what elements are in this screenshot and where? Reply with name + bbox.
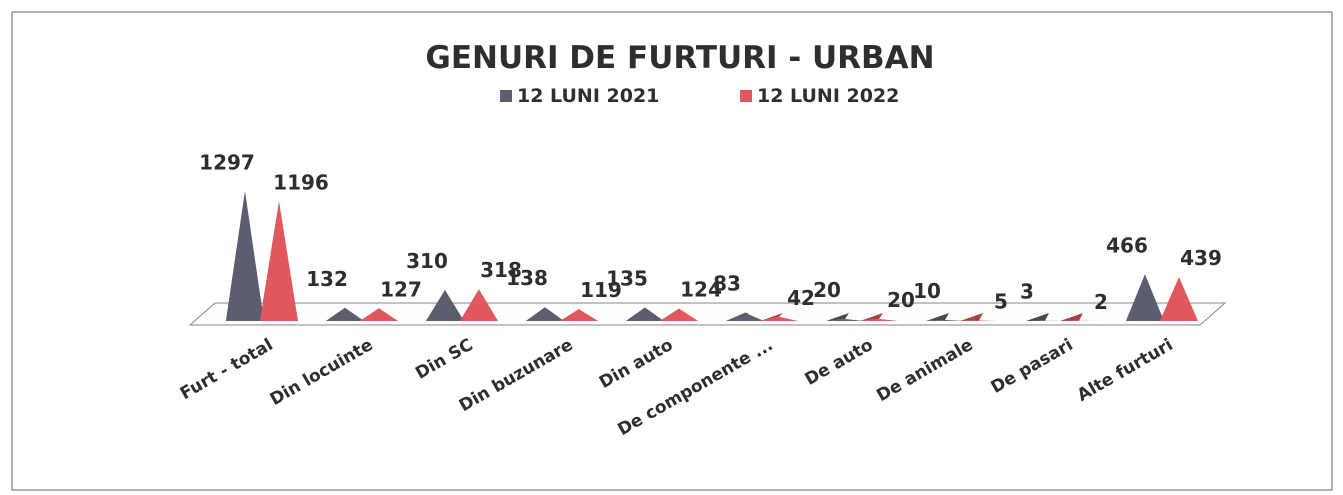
pyramid xyxy=(1126,274,1164,321)
pyramid-front-face xyxy=(560,309,598,321)
pyramid-front-face xyxy=(1160,277,1198,321)
pyramid xyxy=(1060,313,1098,321)
pyramid xyxy=(560,309,598,321)
pyramid xyxy=(326,307,364,321)
pyramid xyxy=(860,313,898,321)
pyramid xyxy=(660,308,698,321)
frame xyxy=(11,11,1333,491)
value-label: 3 xyxy=(1020,280,1034,304)
legend-label: 12 LUNI 2021 xyxy=(517,85,659,107)
pyramid xyxy=(226,191,264,321)
legend-swatch xyxy=(740,90,752,102)
value-label: 20 xyxy=(887,288,915,312)
pyramid-front-face xyxy=(326,307,364,321)
value-label: 127 xyxy=(380,277,422,301)
value-label: 310 xyxy=(406,249,448,273)
pyramid-front-face xyxy=(660,308,698,321)
pyramid-front-face xyxy=(726,312,764,321)
pyramid-front-face xyxy=(626,307,664,321)
value-label: 2 xyxy=(1094,290,1108,314)
value-label: 138 xyxy=(506,266,548,290)
pyramid xyxy=(626,307,664,321)
pyramid-left-face xyxy=(760,313,783,321)
value-label: 124 xyxy=(680,278,722,302)
pyramid-left-face xyxy=(926,313,949,321)
pyramid-front-face xyxy=(760,316,798,321)
pyramid xyxy=(760,313,798,321)
pyramid-front-face xyxy=(226,191,264,321)
pyramid xyxy=(260,201,298,321)
value-label: 1297 xyxy=(199,150,255,174)
pyramid xyxy=(960,313,998,321)
pyramid-left-face xyxy=(826,313,849,321)
value-label: 439 xyxy=(1180,246,1222,270)
pyramid-front-face xyxy=(360,308,398,321)
legend-label: 12 LUNI 2022 xyxy=(757,85,899,107)
pyramid xyxy=(526,307,564,321)
pyramid-front-face xyxy=(826,319,864,321)
value-label: 466 xyxy=(1106,233,1148,257)
pyramid-left-face xyxy=(960,313,983,321)
pyramid xyxy=(460,289,498,321)
pyramid xyxy=(726,312,764,321)
pyramid-front-face xyxy=(1126,274,1164,321)
pyramid-left-face xyxy=(1060,313,1083,321)
chart-title: GENURI DE FURTURI - URBAN xyxy=(425,40,934,76)
pyramid xyxy=(1026,313,1064,321)
pyramid-front-face xyxy=(460,289,498,321)
value-label: 83 xyxy=(713,272,741,296)
value-label: 135 xyxy=(606,267,648,291)
pyramid-front-face xyxy=(426,290,464,321)
legend-swatch xyxy=(500,90,512,102)
pyramid-front-face xyxy=(260,201,298,321)
value-label: 132 xyxy=(306,267,348,291)
value-label: 20 xyxy=(813,278,841,302)
value-label: 10 xyxy=(913,279,941,303)
pyramid xyxy=(426,290,464,321)
pyramid xyxy=(826,313,864,321)
pyramid xyxy=(926,313,964,321)
pyramid-front-face xyxy=(926,320,964,321)
value-label: 1196 xyxy=(273,170,329,194)
pyramid-front-face xyxy=(526,307,564,321)
pyramid-front-face xyxy=(960,320,998,321)
pyramid-left-face xyxy=(860,313,883,321)
pyramid-front-face xyxy=(860,319,898,321)
pyramid-left-face xyxy=(1026,313,1049,321)
pyramid xyxy=(360,308,398,321)
value-label: 119 xyxy=(580,278,622,302)
value-label: 5 xyxy=(994,290,1008,314)
value-label: 42 xyxy=(787,286,815,310)
pyramid xyxy=(1160,277,1198,321)
value-label: 318 xyxy=(480,258,522,282)
